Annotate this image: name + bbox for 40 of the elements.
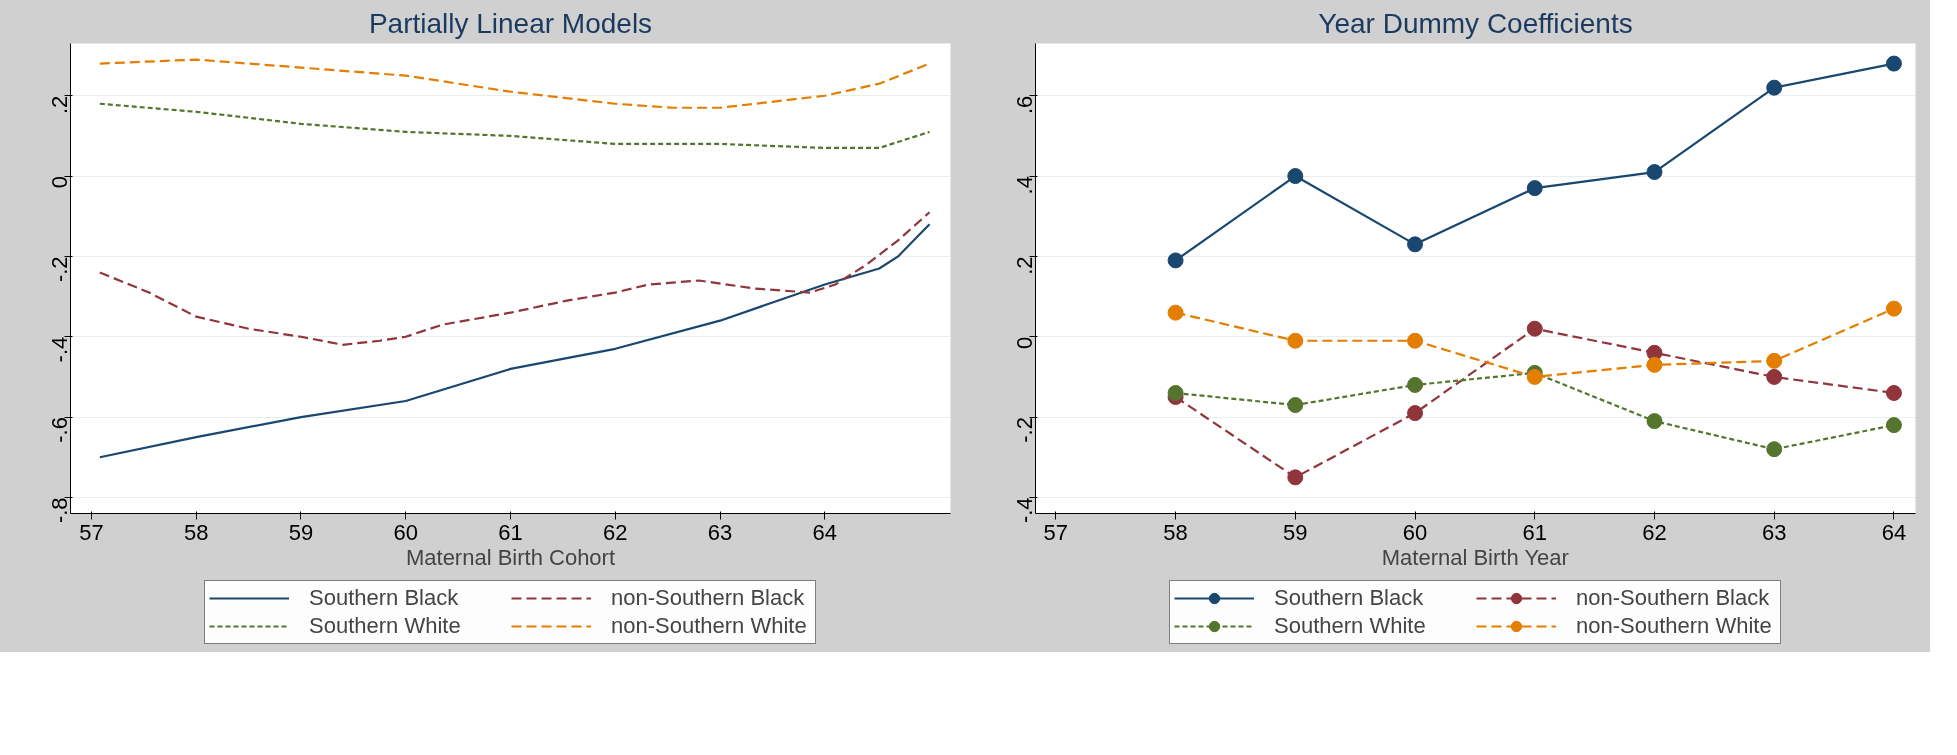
x-tick-label: 63	[1761, 519, 1787, 545]
x-axis-title: Maternal Birth Year	[1381, 544, 1569, 570]
x-axis-title: Maternal Birth Cohort	[405, 544, 616, 570]
x-tick-label: 63	[707, 519, 733, 545]
x-tick-label: 61	[1522, 519, 1548, 545]
y-tick-label: -.8	[47, 497, 72, 524]
legend-label: non-Southern Black	[611, 585, 806, 611]
x-tick-label: 57	[1043, 519, 1069, 545]
x-tick-label: 62	[603, 519, 628, 545]
legend-label: Southern Black	[1274, 585, 1425, 611]
y-tick-label: .2	[47, 95, 72, 115]
y-tick-label: -.4	[47, 336, 72, 363]
x-tick-label: 59	[1283, 519, 1308, 545]
x-tick-label: 64	[812, 519, 838, 545]
x-tick-label: 59	[288, 519, 314, 545]
legend-label: Southern White	[1274, 613, 1427, 639]
chart-title: Partially Linear Models	[368, 7, 653, 39]
y-tick-label: .4	[1012, 176, 1037, 195]
legend-label: Southern Black	[309, 585, 460, 611]
y-tick-label: 0	[1012, 336, 1037, 349]
chart-title: Year Dummy Coefficients	[1318, 7, 1633, 39]
y-tick-label: -.4	[1012, 497, 1037, 524]
y-tick-label: -.2	[47, 256, 72, 283]
y-tick-label: .2	[1012, 256, 1037, 275]
x-tick-label: 64	[1881, 519, 1907, 545]
x-tick-label: 58	[183, 519, 209, 545]
y-tick-label: -.6	[47, 417, 72, 443]
legend-label: non-Southern White	[1576, 613, 1773, 639]
legend-label: non-Southern White	[611, 613, 808, 639]
y-tick-label: 0	[47, 176, 72, 189]
x-tick-label: 60	[393, 519, 418, 545]
y-tick-label: -.2	[1012, 417, 1037, 443]
x-tick-label: 60	[1402, 519, 1428, 545]
y-tick-label: .6	[1012, 95, 1037, 115]
legend-label: non-Southern Black	[1576, 585, 1771, 611]
x-tick-label: 57	[79, 519, 104, 545]
legend-label: Southern White	[309, 613, 462, 639]
x-tick-label: 62	[1642, 519, 1667, 545]
x-tick-label: 58	[1163, 519, 1188, 545]
x-tick-label: 61	[498, 519, 523, 545]
